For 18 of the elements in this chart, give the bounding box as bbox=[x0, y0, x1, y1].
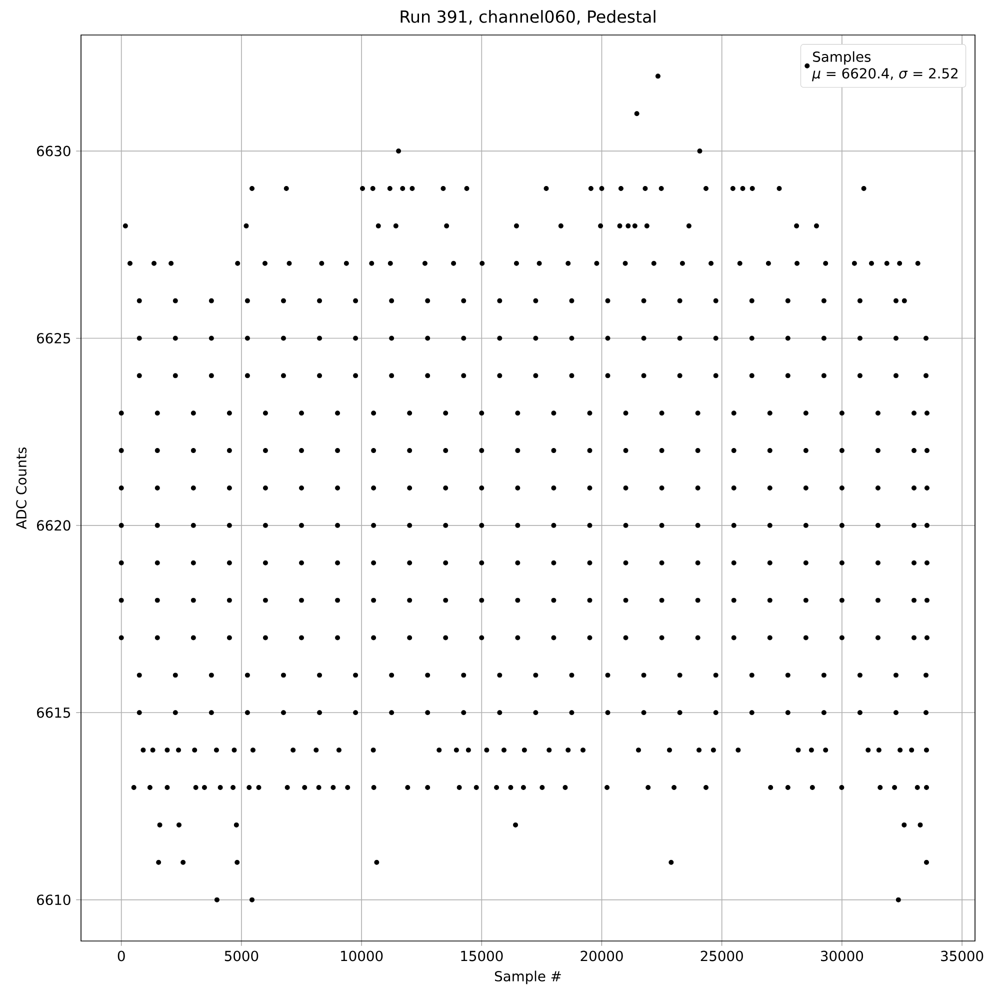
x-axis-title: Sample # bbox=[494, 970, 561, 984]
x-tick-label: 25000 bbox=[700, 950, 743, 962]
y-tick-label: 6610 bbox=[37, 894, 70, 906]
annotation: μ = 6620.4, σ = 2.52 bbox=[812, 68, 958, 82]
x-tick-label: 0 bbox=[118, 950, 125, 962]
x-tick-label: 20000 bbox=[580, 950, 623, 962]
x-tick-label: 15000 bbox=[461, 950, 503, 962]
y-tick-label: 6620 bbox=[37, 520, 70, 531]
x-tick-label: 5000 bbox=[224, 950, 258, 962]
x-tick-label: 30000 bbox=[821, 950, 864, 962]
chart-title: Run 391, channel060, Pedestal bbox=[400, 10, 656, 25]
y-tick-label: 6615 bbox=[37, 707, 70, 718]
y-axis-title: ADC Counts bbox=[16, 447, 27, 530]
y-tick-label: 6625 bbox=[37, 332, 70, 344]
y-tick-label: 6630 bbox=[37, 146, 70, 156]
x-tick-label: 35000 bbox=[941, 950, 984, 962]
x-tick-label: 10000 bbox=[341, 950, 383, 962]
legend-label: Samples bbox=[813, 51, 871, 65]
